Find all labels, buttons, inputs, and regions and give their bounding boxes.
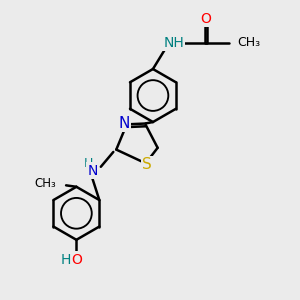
- Text: CH₃: CH₃: [34, 177, 56, 190]
- Text: H: H: [83, 157, 93, 170]
- Text: O: O: [200, 12, 211, 26]
- Text: CH₃: CH₃: [238, 36, 261, 49]
- Text: O: O: [71, 253, 82, 266]
- Text: H: H: [61, 253, 71, 266]
- Text: N: N: [87, 164, 98, 178]
- Text: N: N: [118, 116, 130, 131]
- Text: NH: NH: [163, 35, 184, 50]
- Text: S: S: [142, 157, 152, 172]
